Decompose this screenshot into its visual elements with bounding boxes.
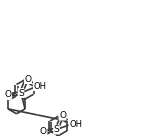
Text: OH: OH [34, 82, 47, 91]
Text: OH: OH [69, 120, 82, 129]
Text: S: S [18, 89, 24, 98]
Text: O: O [4, 90, 12, 99]
Text: O: O [59, 111, 66, 120]
Text: O: O [40, 127, 47, 136]
Text: O: O [24, 75, 32, 84]
Text: S: S [54, 125, 59, 134]
